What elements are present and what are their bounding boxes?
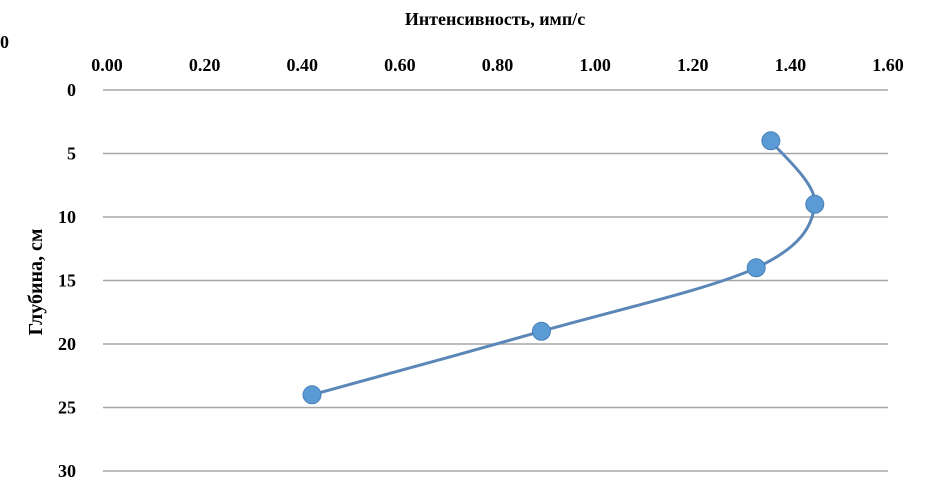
x-tick-label: 0.60 xyxy=(384,55,416,75)
data-point xyxy=(746,258,766,278)
x-tick-label: 0.20 xyxy=(189,55,221,75)
y-tick-label: 0 xyxy=(67,80,76,100)
y-tick-label: 10 xyxy=(58,207,76,227)
x-tick-label: 0.80 xyxy=(482,55,514,75)
y-tick-label: 5 xyxy=(67,144,76,164)
series-line xyxy=(311,139,817,397)
x-tick-labels: 0.00 0.20 0.40 0.60 0.80 1.00 1.20 1.40 1.60 xyxy=(91,55,904,75)
y-tick-labels: 0 5 10 15 20 25 30 xyxy=(58,80,76,481)
y-axis-title: Глубина, см xyxy=(25,229,47,336)
x-tick-label: 1.20 xyxy=(677,55,709,75)
y-tick-label: 30 xyxy=(58,461,76,481)
x-tick-label: 1.00 xyxy=(579,55,611,75)
x-tick-label: 1.40 xyxy=(775,55,807,75)
y-tick-label: 20 xyxy=(58,334,76,354)
data-point xyxy=(302,385,322,405)
data-points xyxy=(302,131,825,405)
x-tick-label: 0.00 xyxy=(91,55,123,75)
x-axis-title: Интенсивность, имп/с xyxy=(405,9,585,29)
corner-label: 0 xyxy=(0,32,9,52)
x-tick-label: 0.40 xyxy=(287,55,319,75)
data-point xyxy=(805,194,825,214)
data-point xyxy=(531,321,551,341)
y-tick-label: 25 xyxy=(58,398,76,418)
y-tick-label: 15 xyxy=(58,271,76,291)
data-point xyxy=(761,131,781,151)
x-tick-label: 1.60 xyxy=(872,55,904,75)
